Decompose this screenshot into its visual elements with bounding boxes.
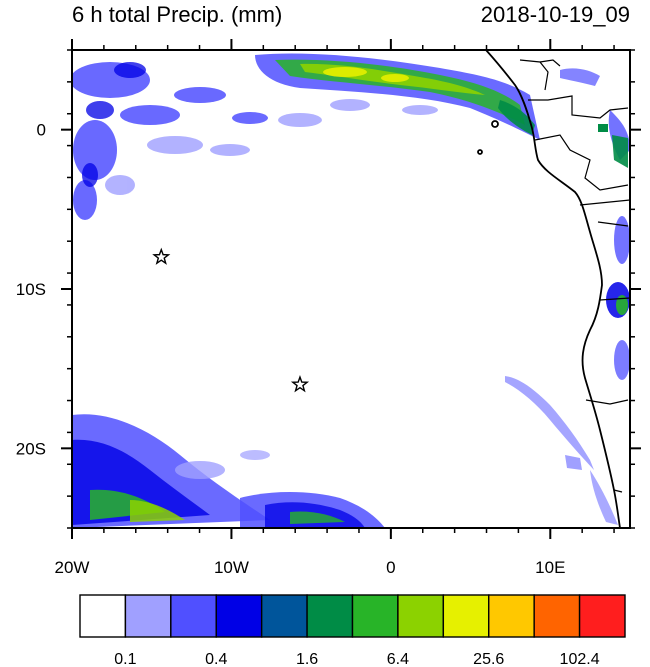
colorbar-swatch (488, 594, 535, 638)
colorbar-swatch (260, 594, 308, 638)
x-tick-label: 20W (55, 558, 90, 577)
y-tick-label: 0 (37, 121, 46, 140)
star-marker-icon (290, 375, 310, 393)
colorbar: 0.1 0.4 1.6 6.4 25.6 102.4 (79, 594, 626, 667)
colorbar-swatch (578, 594, 626, 638)
colorbar-label: 6.4 (387, 651, 409, 667)
y-tick-label: 10S (16, 280, 46, 299)
colorbar-label: 0.4 (205, 651, 227, 667)
x-tick-label: 10E (535, 558, 565, 577)
colorbar-swatch (397, 594, 445, 638)
colorbar-swatch (170, 594, 217, 638)
colorbar-swatch (215, 594, 263, 638)
coastline (477, 50, 621, 528)
map-title: 6 h total Precip. (mm) (72, 2, 283, 27)
colorbar-label: 25.6 (473, 651, 504, 667)
colorbar-label: 0.1 (114, 651, 136, 667)
colorbar-swatch (306, 594, 354, 638)
colorbar-swatch (351, 594, 399, 638)
precip-field (72, 53, 630, 528)
station-markers (152, 247, 310, 393)
x-tick-label: 0 (386, 558, 395, 577)
colorbar-swatch (79, 594, 127, 638)
country-borders (519, 59, 630, 493)
colorbar-label: 102.4 (560, 651, 600, 667)
colorbar-swatch (124, 594, 172, 638)
map-axes: 20W 10W 0 10E 0 10S 20S (16, 39, 641, 577)
valid-datetime: 2018-10-19_09 (480, 2, 630, 27)
y-tick-label: 20S (16, 439, 46, 458)
x-tick-label: 10W (214, 558, 249, 577)
star-marker-icon (152, 247, 171, 265)
colorbar-swatch (533, 594, 581, 638)
colorbar-swatch (442, 594, 490, 638)
colorbar-label: 1.6 (296, 651, 318, 667)
